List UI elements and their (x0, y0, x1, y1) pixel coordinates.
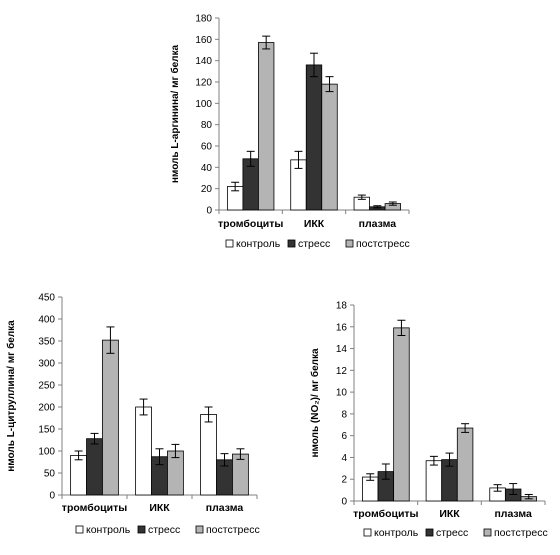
legend-swatch (425, 528, 434, 537)
y-tick-label: 160 (195, 35, 212, 46)
y-tick-label: 12 (336, 366, 348, 377)
y-tick-label: 140 (195, 56, 212, 67)
legend-label: стресс (298, 238, 330, 250)
y-tick-label: 100 (38, 447, 55, 458)
legend-swatch (195, 525, 204, 534)
bar-постстресс (393, 327, 410, 502)
y-tick-label: 0 (341, 497, 347, 508)
y-tick-label: 350 (38, 337, 55, 348)
legend-swatch (137, 525, 146, 534)
y-tick-label: 200 (38, 403, 55, 414)
legend-swatch (363, 528, 372, 537)
y-tick-label: 50 (44, 469, 56, 480)
y-tick-label: 20 (201, 184, 213, 195)
chart-arginine-svg: 0 20 40 60 80 100 120 140 160 180 тромбоциты ИКК пла… (169, 14, 410, 251)
bar-контроль (425, 460, 443, 502)
chart-nitrite: 0 2 4 6 8 10 12 14 16 18 тромбоциты ИКК плазма нмоль … (290, 285, 560, 553)
x-category-label: плазма (359, 218, 397, 230)
y-tick-label: 150 (38, 425, 55, 436)
x-category-label: тромбоциты (218, 218, 283, 230)
x-category-label: ИКК (439, 508, 460, 520)
y-axis-title: нмоль L-аргинина/ мг белка (169, 44, 181, 183)
bar-постстресс (258, 42, 275, 211)
legend-label: постстресс (206, 524, 260, 536)
y-tick-label: 80 (201, 120, 213, 131)
y-axis-title: нмоль L-цитруллина/ мг белка (5, 320, 17, 472)
legend-label: контроль (86, 524, 131, 536)
legend-label: стресс (436, 527, 468, 539)
bar-стресс (86, 438, 103, 496)
legend-label: стресс (148, 524, 180, 536)
y-tick-label: 400 (38, 315, 55, 326)
y-tick-label: 0 (49, 491, 55, 502)
bar-постстресс (321, 83, 338, 211)
x-category-label: тромбоциты (62, 502, 127, 514)
legend-label: постстресс (494, 527, 548, 539)
x-category-label: плазма (494, 508, 532, 520)
x-category-label: ИКК (304, 218, 325, 230)
legend-label: постстресс (356, 238, 410, 250)
bar-контроль (200, 414, 217, 496)
y-tick-label: 4 (341, 453, 347, 464)
bar-контроль (135, 406, 152, 496)
legend-swatch (345, 239, 354, 248)
y-tick-label: 250 (38, 381, 55, 392)
y-tick-label: 2 (341, 475, 347, 486)
bar-постстресс (456, 427, 474, 502)
y-tick-label: 180 (195, 14, 212, 25)
bar-постстресс (102, 339, 119, 496)
bar-контроль (70, 454, 87, 496)
y-tick-label: 300 (38, 359, 55, 370)
legend-label: контроль (236, 238, 281, 250)
y-tick-label: 6 (341, 431, 347, 442)
chart-nitrite-svg: 0 2 4 6 8 10 12 14 16 18 тромбоциты ИКК плазма нмоль … (309, 301, 548, 540)
bar-стресс (305, 64, 323, 211)
x-category-label: ИКК (149, 502, 170, 514)
bar-постстресс (232, 453, 249, 496)
chart-citrulline-svg: 0 50 100 150 200 250 300 350 400 450 тромбоциты ИКК… (5, 293, 260, 537)
legend-swatch (483, 528, 492, 537)
legend-label: контроль (374, 527, 419, 539)
legend-swatch (287, 239, 296, 248)
legend-swatch (225, 239, 234, 248)
x-category-label: тромбоциты (353, 508, 418, 520)
y-tick-label: 14 (336, 344, 348, 355)
y-tick-label: 120 (195, 78, 212, 89)
chart-citrulline: 0 50 100 150 200 250 300 350 400 450 тромбоциты ИКК… (0, 285, 270, 553)
y-tick-label: 8 (341, 409, 347, 420)
y-tick-label: 10 (336, 388, 348, 399)
chart-arginine: 0 20 40 60 80 100 120 140 160 180 тромбоциты ИКК пла… (0, 0, 560, 270)
y-tick-label: 16 (336, 322, 348, 333)
y-tick-label: 60 (201, 142, 213, 153)
y-tick-label: 100 (195, 99, 212, 110)
x-category-label: плазма (206, 502, 244, 514)
y-tick-label: 18 (336, 301, 348, 312)
y-tick-label: 450 (38, 293, 55, 304)
legend-swatch (75, 525, 84, 534)
y-tick-label: 40 (201, 163, 213, 174)
y-tick-label: 0 (206, 206, 212, 217)
y-axis-title: нмоль (NO₂)/ мг белка (309, 348, 321, 458)
